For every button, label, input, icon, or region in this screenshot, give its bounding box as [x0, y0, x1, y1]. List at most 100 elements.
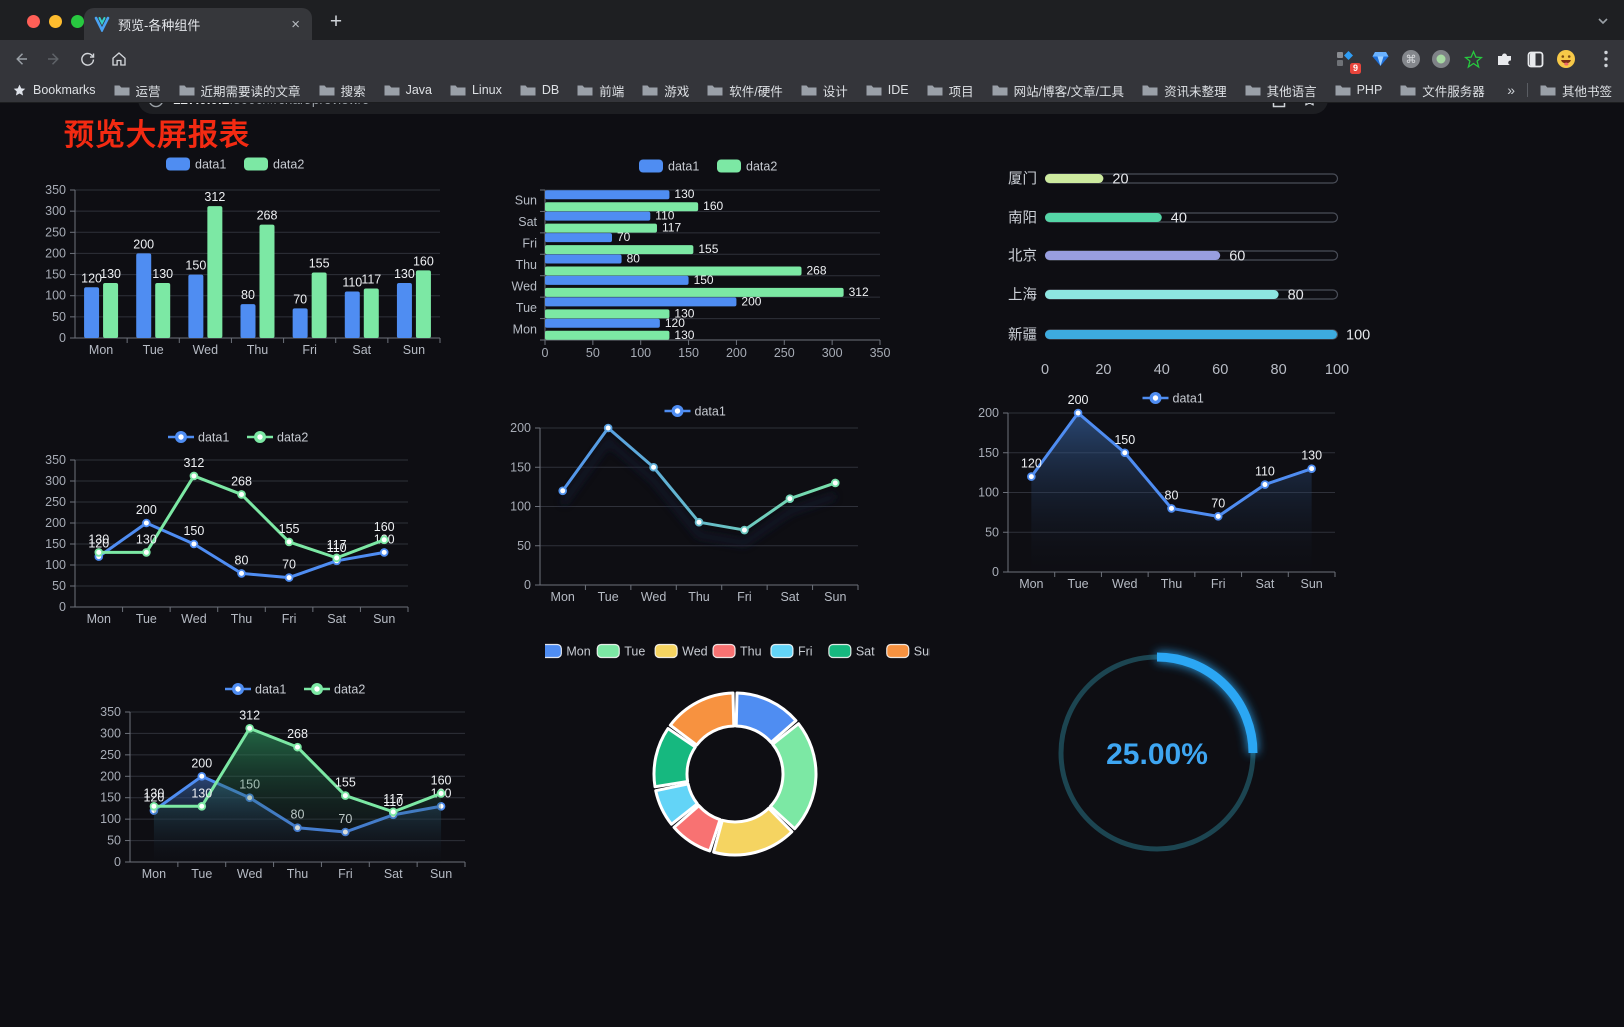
extension-emoji-icon[interactable]	[1554, 47, 1578, 71]
svg-text:80: 80	[241, 288, 255, 302]
chart-gauge-progress[interactable]: 25.00%	[1040, 635, 1280, 875]
svg-text:250: 250	[45, 495, 66, 509]
folder-icon	[450, 85, 466, 95]
bookmark-folder-item[interactable]: 其他语言	[1245, 81, 1317, 100]
svg-text:Sat: Sat	[384, 867, 403, 881]
chart-bar-grouped[interactable]: 0 50 100 150 200 250 300 350 Mon Tue Wed Thu Fri Sat S…	[45, 140, 455, 368]
svg-text:130: 130	[143, 786, 164, 800]
svg-text:350: 350	[870, 346, 890, 360]
svg-text:data1: data1	[668, 160, 699, 174]
chart-line-two-series[interactable]: 0 50 100 150 200 250 300 350 Mon Tue Wed Thu Fri Sat S…	[45, 415, 420, 637]
chart-canvas-area-two: 0 50 100 150 200 250 300 350 Mon Tue Wed Thu Fri Sat S…	[100, 683, 466, 881]
svg-text:250: 250	[45, 225, 66, 239]
new-tab-button[interactable]: +	[329, 10, 343, 33]
bookmark-folder-item[interactable]: 设计	[801, 81, 848, 100]
forward-button[interactable]	[42, 47, 66, 71]
tab-search-chevron-icon[interactable]	[1596, 14, 1610, 28]
svg-text:120: 120	[81, 271, 102, 285]
svg-text:data2: data2	[273, 158, 304, 172]
minimize-window-button[interactable]	[49, 15, 62, 28]
bookmark-folder-item[interactable]: 项目	[927, 81, 974, 100]
bookmark-folder-item[interactable]: 网站/博客/文章/工具	[992, 81, 1124, 100]
chart-city-progress[interactable]: 厦门 20 南阳 40 北京 60 上海 80 新疆 100 0 20 40 60 80 100	[990, 150, 1375, 385]
close-window-button[interactable]	[27, 15, 40, 28]
bookmark-folder-item[interactable]: 软件/硬件	[707, 81, 783, 100]
extension-record-icon[interactable]	[1429, 47, 1453, 71]
svg-text:0: 0	[542, 346, 549, 360]
svg-text:25.00%: 25.00%	[1106, 738, 1208, 771]
zoom-window-button[interactable]	[71, 15, 84, 28]
svg-text:Wed: Wed	[641, 590, 667, 604]
svg-text:40: 40	[1171, 211, 1187, 227]
extension-contrast-icon[interactable]	[1523, 47, 1547, 71]
page-title: 预览大屏报表	[64, 119, 250, 152]
chart-canvas-bar-grouped: 0 50 100 150 200 250 300 350 Mon Tue Wed Thu Fri Sat S…	[45, 157, 441, 357]
svg-text:200: 200	[726, 346, 747, 360]
extension-puzzle-icon[interactable]	[1492, 47, 1516, 71]
chart-canvas-gauge: 25.00%	[1058, 652, 1258, 852]
svg-text:100: 100	[630, 346, 651, 360]
chart-line-gradient[interactable]: 0 50 100 150 200 Mon Tue Wed Thu Fri Sat Sun data1	[505, 395, 875, 610]
svg-text:data1: data1	[198, 431, 229, 445]
svg-text:上海: 上海	[1008, 287, 1037, 304]
svg-text:155: 155	[335, 776, 356, 790]
browser-menu-icon[interactable]	[1594, 47, 1618, 71]
chart-area-single[interactable]: 0 50 100 150 200 Mon Tue Wed Thu Fri Sat Sun 120 200 1…	[975, 385, 1350, 599]
svg-text:268: 268	[807, 264, 827, 278]
bookmark-folder-item[interactable]: DB	[520, 83, 559, 97]
svg-text:Mon: Mon	[142, 867, 166, 881]
bookmark-folder-item[interactable]: 资讯未整理	[1142, 81, 1227, 100]
extension-gem-icon[interactable]	[1368, 47, 1392, 71]
svg-text:50: 50	[52, 310, 66, 324]
bookmark-folder-item[interactable]: 搜索	[319, 81, 366, 100]
bookmark-folder-item[interactable]: Java	[384, 83, 432, 97]
folder-icon	[1142, 85, 1158, 95]
folder-icon	[1400, 85, 1416, 95]
svg-text:Sun: Sun	[515, 194, 537, 208]
bookmark-folder-item[interactable]: PHP	[1335, 83, 1382, 97]
folder-icon	[577, 85, 593, 95]
svg-text:data1: data1	[195, 158, 226, 172]
bookmarks-root-item[interactable]: Bookmarks	[12, 83, 96, 98]
tab-close-icon[interactable]: ×	[291, 15, 300, 33]
svg-text:312: 312	[183, 456, 204, 470]
back-button[interactable]	[9, 47, 33, 71]
svg-text:50: 50	[586, 346, 600, 360]
svg-text:120: 120	[143, 791, 164, 805]
chart-bar-horizontal[interactable]: 0 50 100 150 200 250 300 350 Mon Tue Wed Thu Fri Sat S…	[480, 145, 890, 370]
extension-command-icon[interactable]: ⌘	[1399, 47, 1423, 71]
browser-tab[interactable]: 预览-各种组件 ×	[84, 8, 312, 40]
bookmark-folder-item[interactable]: 文件服务器	[1400, 81, 1485, 100]
chart-area-two-series[interactable]: 0 50 100 150 200 250 300 350 Mon Tue Wed Thu Fri Sat S…	[100, 665, 480, 890]
svg-text:130: 130	[674, 306, 694, 320]
extension-apps-grid-icon[interactable]: 9	[1333, 47, 1361, 74]
svg-text:Sun: Sun	[824, 590, 846, 604]
bookmarks-overflow-chevron[interactable]: »	[1507, 82, 1515, 98]
svg-text:Sat: Sat	[518, 215, 537, 229]
chart-donut-pie[interactable]: Mon Tue Wed Thu Fri Sat Sun	[545, 630, 930, 892]
bookmark-folder-item[interactable]: 前端	[577, 81, 624, 100]
svg-text:Sat: Sat	[856, 645, 875, 659]
svg-text:Mon: Mon	[551, 590, 575, 604]
bookmark-folder-item[interactable]: Linux	[450, 83, 502, 97]
other-bookmarks-folder[interactable]: 其他书签	[1540, 81, 1612, 100]
folder-icon	[384, 85, 400, 95]
svg-text:50: 50	[517, 539, 531, 553]
site-favicon	[94, 16, 110, 32]
svg-text:130: 130	[88, 532, 109, 546]
reload-button[interactable]	[75, 47, 99, 71]
bookmark-folder-item[interactable]: 近期需要读的文章	[179, 81, 301, 100]
svg-text:120: 120	[88, 537, 109, 551]
svg-text:350: 350	[100, 705, 121, 719]
svg-text:110: 110	[383, 795, 403, 809]
svg-text:data1: data1	[695, 405, 726, 419]
bookmark-folder-item[interactable]: IDE	[866, 83, 909, 97]
bookmark-folder-item[interactable]: 游戏	[642, 81, 689, 100]
svg-text:300: 300	[45, 204, 66, 218]
svg-text:268: 268	[231, 474, 252, 488]
home-button[interactable]	[107, 47, 131, 71]
extension-green-star-icon[interactable]	[1461, 47, 1485, 71]
bookmark-folder-item[interactable]: 运营	[114, 81, 161, 100]
svg-text:Mon: Mon	[1019, 577, 1043, 591]
svg-text:Thu: Thu	[740, 645, 762, 659]
